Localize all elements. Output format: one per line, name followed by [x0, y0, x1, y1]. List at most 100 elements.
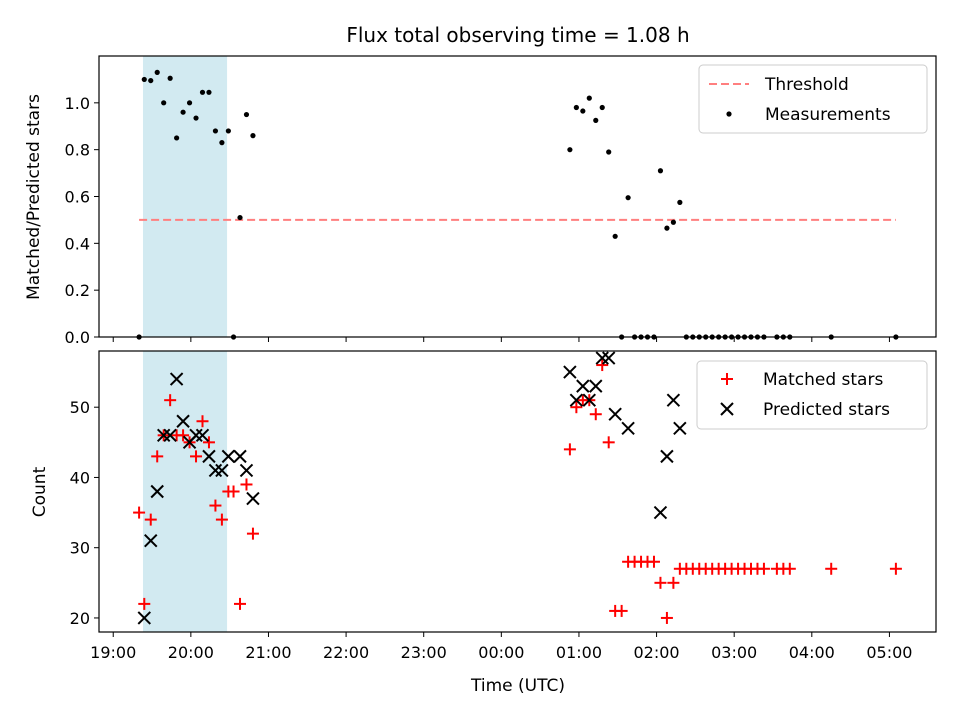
measurement-point [612, 233, 618, 239]
matched-point [246, 527, 259, 540]
measurement-point [664, 225, 670, 231]
predicted-point-b [246, 491, 260, 506]
measurement-point [573, 104, 579, 111]
x-tick-label: 21:00 [245, 643, 291, 662]
matched-point [177, 429, 190, 442]
predicted-point [601, 351, 616, 365]
measurement-point [657, 168, 664, 174]
bottom-shaded-region [142, 351, 228, 632]
measurement-point [586, 95, 592, 101]
matched-point [757, 562, 770, 575]
top-panel: 0.0 0.2 0.4 0.6 0.8 1.0 Matched/Predicted sta… [24, 55, 937, 347]
predicted-point [660, 449, 674, 464]
matched-point [234, 597, 247, 610]
bottom-x-axis: 19:00 20:00 21:00 22:00 23:00 00:00 01:00 02:00… [90, 632, 912, 662]
predicted-point-b [150, 484, 164, 499]
measurement-point [186, 100, 193, 106]
y-tick-label: 20 [70, 609, 90, 628]
matched-point [570, 401, 583, 414]
x-tick-label: 01:00 [556, 643, 602, 662]
predicted-point [673, 421, 687, 435]
predicted-point-b [666, 393, 681, 407]
measurement-point [154, 69, 160, 75]
measurement-point [225, 128, 231, 134]
y-tick-label: 1.0 [65, 94, 90, 113]
y-tick-label: 0.2 [65, 281, 90, 300]
matched-point [164, 394, 177, 407]
predicted-point [666, 393, 681, 407]
predicted-point [569, 393, 584, 407]
predicted-point-b [163, 428, 177, 443]
matched-point [889, 562, 902, 575]
predicted-point-b [563, 365, 577, 379]
bottom-axes-frame [98, 350, 937, 633]
predicted-point-b [595, 351, 609, 365]
top-y-label: Matched/Predicted stars [24, 94, 44, 300]
measurement-point [677, 199, 683, 205]
chart-title: Flux total observing time = 1.08 h [346, 23, 689, 47]
y-tick-label: 0.8 [65, 141, 90, 160]
measurement-point [167, 75, 173, 81]
measurement-point [193, 115, 199, 121]
predicted-point-b [582, 393, 597, 407]
predicted-point [195, 428, 210, 443]
predicted-point-b [137, 611, 151, 625]
y-tick-label: 0.6 [65, 188, 90, 207]
matched-point [196, 415, 209, 428]
matched-point [825, 562, 838, 575]
predicted-point-b [176, 414, 190, 428]
predicted-point-b [208, 463, 223, 478]
bottom-legend-box [696, 360, 928, 430]
predicted-point [163, 428, 177, 443]
y-tick-label: 50 [70, 398, 90, 417]
predicted-point [202, 449, 216, 464]
measurement-point [141, 76, 147, 83]
top-legend: Threshold Measurements [698, 64, 928, 134]
matched-point [596, 359, 609, 372]
x-tick-label: 22:00 [323, 643, 369, 662]
matched-point [138, 597, 151, 610]
predicted-point-b [239, 463, 254, 478]
predicted-point [215, 463, 229, 478]
matched-point [654, 576, 667, 589]
predicted-point [589, 379, 603, 393]
matched-point [602, 436, 615, 449]
predicted-point [595, 351, 609, 365]
predicted-point-b [221, 449, 236, 464]
top-y-axis: 0.0 0.2 0.4 0.6 0.8 1.0 [65, 94, 99, 347]
predicted-point [653, 505, 668, 520]
measurement-point [161, 100, 167, 106]
matched-point [227, 485, 240, 498]
legend-measurements-label: Measurements [765, 105, 891, 125]
matched-point [783, 562, 796, 575]
x-axis-label: Time (UTC) [470, 676, 565, 696]
predicted-point-b [660, 449, 674, 464]
predicted-point [150, 484, 164, 499]
matched-point [563, 443, 576, 456]
measurement-point [567, 147, 573, 153]
legend-measurements-swatch [726, 111, 732, 117]
predicted-point [189, 428, 203, 443]
bottom-panel: 20 30 40 50 19:00 20:00 21:00 22:00 23:00 00:00 0… [30, 350, 937, 696]
matched-point [151, 450, 164, 463]
measurement-point [243, 111, 250, 118]
predicted-point-b [195, 428, 210, 443]
measurement-point [625, 195, 631, 201]
predicted-point-b [169, 372, 184, 386]
x-tick-label: 03:00 [711, 643, 757, 662]
matched-point [240, 478, 253, 491]
predicted-point-b [673, 421, 687, 435]
predicted-point-b [202, 449, 216, 464]
predicted-point-b [621, 421, 635, 435]
y-tick-label: 0.4 [65, 234, 90, 253]
predicted-point-b [569, 393, 584, 407]
matched-point [215, 513, 228, 526]
matched-point [615, 604, 628, 617]
matched-point [660, 611, 673, 624]
matched-point [589, 408, 602, 421]
predicted-point [563, 365, 577, 379]
predicted-point [169, 372, 184, 386]
predicted-point [137, 611, 151, 625]
matched-point [133, 506, 146, 519]
